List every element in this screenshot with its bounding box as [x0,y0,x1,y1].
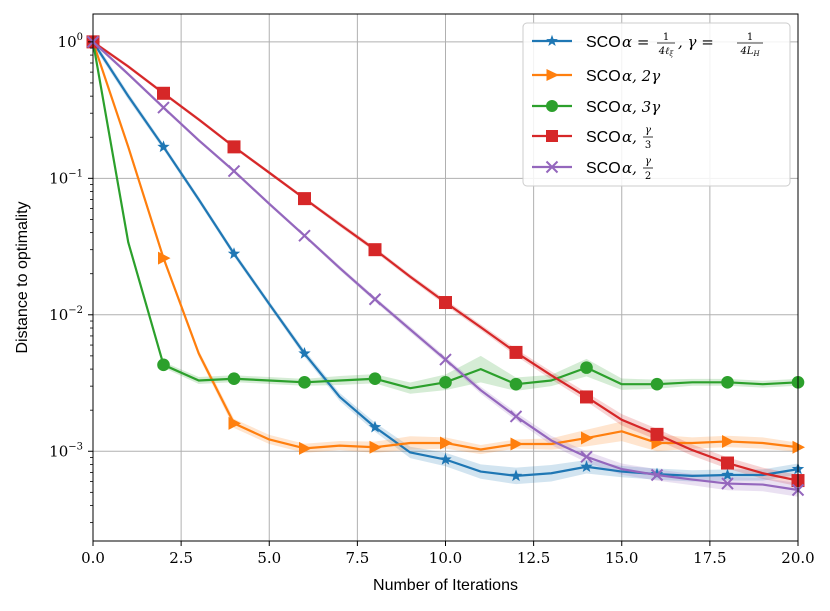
legend-entry-2gamma: SCO α, 2γ [532,67,660,85]
data-point-marker [227,372,241,386]
legend-label-prefix: SCO [586,160,621,177]
data-point-marker [650,427,664,441]
legend-label-prefix: SCO [586,34,621,51]
data-point-marker [158,251,171,265]
data-point-marker [722,434,735,448]
data-point-marker [157,101,170,114]
legend-label-math: α, 3γ [622,98,660,116]
x-tick-label: 5.0 [257,549,281,567]
data-point-marker [227,140,241,154]
legend-label-prefix: SCO [586,129,621,146]
legend-frame [522,22,791,187]
data-point-marker [581,431,594,445]
legend-label-math: α, [622,159,637,177]
data-point-marker [157,86,170,100]
data-point-marker [439,453,452,465]
data-point-marker [580,390,593,404]
svg-text:2: 2 [645,171,651,182]
data-point-marker [368,372,382,386]
svg-text:1: 1 [747,32,753,43]
data-point-marker [721,376,734,389]
data-point-marker [440,436,453,450]
svg-text:γ: γ [645,125,651,136]
data-point-marker [580,460,593,473]
data-point-marker [228,416,241,430]
legend-x-marker [545,160,559,174]
data-point-marker [580,361,593,374]
legend-label-math: , γ = [678,33,714,51]
data-point-marker [721,456,734,470]
data-point-marker [227,247,241,260]
svg-text:1: 1 [663,32,669,43]
data-point-marker [298,347,311,359]
legend-entry-gamma-third: SCO α, γ 3 [532,125,653,151]
x-tick-label: 7.5 [345,549,369,567]
legend-fraction: γ 2 [643,156,653,182]
x-tick-label: 20.0 [781,549,814,567]
svg-text:3: 3 [645,140,651,151]
legend-label-math: α, [622,128,637,146]
y-tick-label: 10−2 [49,305,83,324]
legend-entry-gamma-half: SCO α, γ 2 [532,156,653,182]
data-point-marker [650,377,664,391]
y-tick-label: 10−1 [49,168,83,187]
data-point-marker [439,296,452,310]
data-point-marker [509,345,523,359]
data-point-marker [580,450,593,464]
svg-text:γ: γ [645,156,651,167]
data-point-marker [509,410,523,423]
data-point-marker [792,440,805,454]
data-point-marker [298,229,311,242]
legend-label-prefix: SCO [586,99,621,116]
x-tick-label: 15.0 [605,549,638,567]
legend-entry-base: SCO α = 1 4ℓξ , γ = 1 4LH [532,32,763,58]
y-tick-label: 10−3 [49,441,83,460]
data-point-marker [650,467,664,480]
data-point-marker [368,243,382,257]
data-point-marker [509,469,523,482]
legend-label-prefix: SCO [586,68,621,85]
data-point-marker [721,477,734,490]
data-point-marker [510,437,523,451]
x-tick-label: 12.5 [517,549,550,567]
legend-star-marker [546,34,558,46]
legend-triangle-marker [546,69,559,81]
x-tick-label: 17.5 [693,549,726,567]
data-point-marker [439,353,452,366]
data-point-marker [509,377,523,391]
data-point-marker [298,192,311,206]
data-point-marker [157,358,170,372]
data-point-marker [368,293,382,306]
legend-label-math: α, 2γ [622,67,660,85]
series-lines [86,35,805,497]
legend-label-math: α = [622,33,649,51]
x-tick-label: 2.5 [169,549,193,567]
data-point-marker [368,420,382,433]
data-point-marker [439,376,452,389]
data-point-marker [157,140,170,153]
y-tick-label: 100 [58,32,83,51]
data-point-marker [369,440,382,454]
data-point-marker [721,468,734,481]
data-point-marker [299,441,312,455]
legend-circle-marker [546,100,558,112]
x-tick-label: 0.0 [81,549,105,567]
data-point-marker [227,164,241,178]
legend-fraction: γ 3 [643,125,653,151]
legend: SCO α = 1 4ℓξ , γ = 1 4LH SCO α, 2γ SCO [522,22,791,187]
x-axis-label: Number of Iterations [373,577,518,594]
y-axis-label: Distance to optimality [14,201,31,353]
legend-square-marker [546,130,558,142]
x-tick-label: 10.0 [429,549,462,567]
legend-entry-3gamma: SCO α, 3γ [532,98,660,116]
data-point-marker [298,376,311,389]
data-point-marker [650,468,664,482]
